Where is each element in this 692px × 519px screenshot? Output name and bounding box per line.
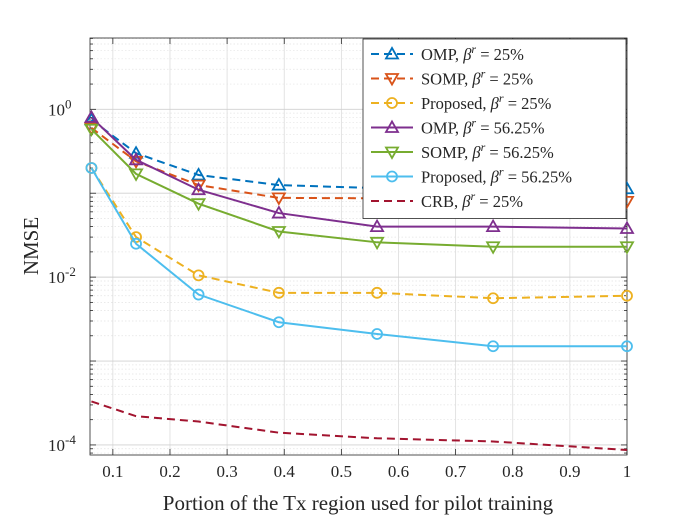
data-point-marker (192, 269, 205, 282)
data-point-marker (128, 168, 144, 182)
legend-label: OMP, βr = 25% (421, 42, 524, 64)
x-tick-label: 0.3 (216, 462, 237, 481)
legend-item: Proposed, βr = 25% (371, 91, 552, 113)
data-point-marker (190, 167, 207, 181)
data-point-marker (271, 226, 287, 240)
y-tick-label: 10-4 (48, 432, 76, 455)
data-point-marker (621, 289, 633, 302)
data-point-marker (369, 236, 385, 251)
legend-item: SOMP, βr = 56.25% (371, 140, 554, 162)
data-point-marker (619, 220, 635, 234)
data-point-marker (192, 288, 205, 301)
data-point-marker (485, 218, 501, 233)
legend-label: Proposed, βr = 25% (421, 91, 552, 113)
series-line (90, 167, 628, 300)
legend-label: SOMP, βr = 56.25% (421, 140, 554, 162)
series-line (90, 116, 628, 230)
y-tick-label: 100 (48, 96, 72, 119)
legend-item: Proposed, βr = 56.25% (371, 165, 572, 187)
data-point-marker (371, 286, 383, 299)
data-point-marker (85, 162, 98, 174)
legend-marker (384, 46, 400, 60)
series-7 (91, 400, 628, 452)
y-tick-label: 10-2 (48, 264, 76, 287)
data-point-marker (128, 152, 144, 166)
data-point-marker (83, 123, 99, 137)
series-4 (83, 109, 635, 234)
legend: OMP, βr = 25%SOMP, βr = 25%Proposed, βr … (362, 38, 627, 219)
series-6 (85, 162, 633, 353)
data-point-marker (271, 192, 287, 206)
y-axis-label: NMSE (19, 217, 43, 275)
data-point-marker (190, 198, 207, 212)
x-tick-label: 1 (623, 462, 632, 481)
data-point-marker (272, 286, 285, 299)
data-point-marker (271, 205, 287, 219)
data-point-marker (130, 237, 142, 250)
x-tick-label: 0.7 (445, 462, 467, 481)
x-tick-label: 0.4 (274, 462, 296, 481)
legend-item: CRB, βr = 25% (371, 189, 523, 211)
legend-marker (384, 119, 400, 133)
legend-item: SOMP, βr = 25% (371, 67, 533, 89)
data-point-marker (83, 109, 99, 123)
x-tick-label: 0.5 (331, 462, 352, 481)
data-point-marker (621, 340, 633, 353)
data-point-marker (190, 181, 207, 196)
x-tick-label: 0.9 (559, 462, 580, 481)
legend-label: Proposed, βr = 56.25% (421, 165, 572, 187)
x-tick-labels: 0.1 0.2 0.3 0.4 0.5 0.6 0.7 0.8 0.9 1 (102, 462, 631, 481)
x-axis-label: Portion of the Tx region used for pilot … (163, 491, 554, 515)
legend-label: CRB, βr = 25% (421, 189, 523, 211)
data-point-marker (619, 241, 635, 255)
legend-marker (384, 146, 400, 160)
legend-box (362, 38, 627, 219)
data-point-marker (371, 328, 383, 340)
x-tick-label: 0.8 (502, 462, 523, 481)
legend-marker (386, 97, 398, 109)
x-tick-label: 0.2 (159, 462, 180, 481)
legend-item: OMP, βr = 56.25% (371, 116, 545, 138)
data-point-marker (369, 218, 385, 233)
x-tick-label: 0.6 (388, 462, 409, 481)
data-point-marker (487, 340, 499, 353)
series-line (90, 128, 627, 248)
y-tick-labels: 100 10-2 10-4 (48, 96, 76, 455)
data-point-marker (485, 241, 501, 255)
series-group (83, 109, 635, 452)
data-point-marker (487, 292, 499, 305)
legend-label: OMP, βr = 56.25% (421, 116, 545, 138)
legend-marker (386, 170, 398, 183)
legend-item: OMP, βr = 25% (371, 42, 524, 64)
data-point-marker (272, 316, 285, 329)
data-point-marker (271, 177, 287, 191)
legend-label: SOMP, βr = 25% (421, 67, 533, 89)
series-line (91, 400, 628, 452)
data-point-marker (190, 179, 207, 193)
series-5 (83, 123, 635, 255)
series-line (90, 167, 627, 348)
legend-marker (384, 73, 400, 87)
x-tick-label: 0.1 (102, 462, 123, 481)
